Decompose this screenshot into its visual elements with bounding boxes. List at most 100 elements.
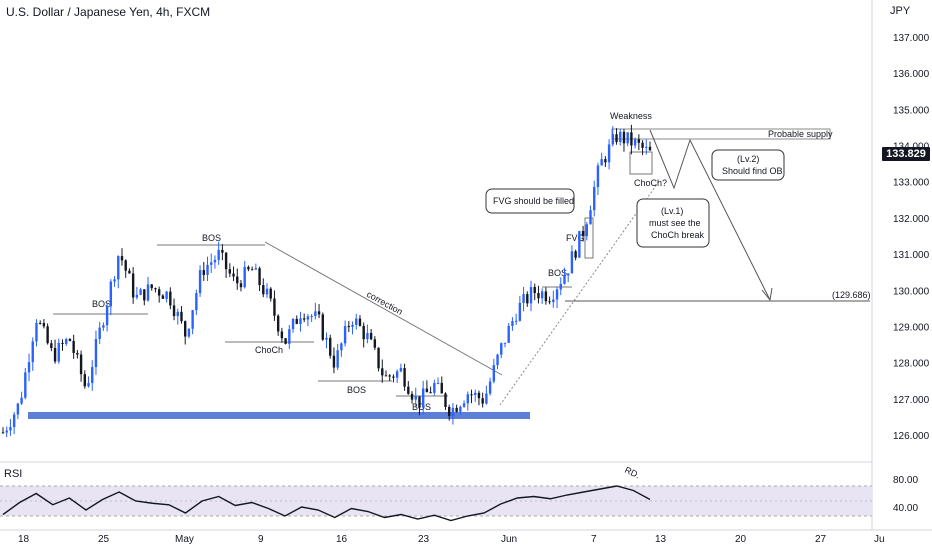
y-tick-label: 128.000: [893, 359, 930, 370]
candle-body: [139, 289, 142, 295]
y-tick-label: 126.000: [893, 431, 930, 442]
candle-body: [228, 269, 232, 274]
candle-body: [5, 430, 8, 433]
x-tick-label: May: [175, 534, 194, 545]
candle-body: [459, 406, 462, 412]
candle-body: [481, 398, 484, 404]
lv2-line-1: (Lv.2): [737, 154, 759, 164]
candle-body: [276, 315, 280, 332]
y-tick-label: 130.000: [893, 286, 930, 297]
candle-body: [135, 294, 139, 298]
candle-body: [243, 266, 246, 288]
candle-body: [146, 284, 150, 301]
candle-body: [503, 342, 507, 344]
candle-body: [53, 348, 57, 362]
candle-body: [399, 368, 403, 372]
candle-body: [593, 187, 596, 211]
candle-body: [206, 264, 209, 275]
candle-body: [395, 371, 399, 378]
candle-body: [511, 321, 514, 326]
choch-q-box: [629, 151, 653, 175]
x-tick-label: 23: [418, 534, 430, 545]
candle-body: [105, 306, 109, 326]
candle-body: [314, 311, 317, 317]
candle-body: [198, 270, 202, 294]
candle-body: [604, 159, 607, 163]
candle-body: [522, 294, 525, 303]
y-tick-label: 131.000: [893, 250, 930, 261]
candle-body: [373, 339, 377, 348]
candle-body: [563, 275, 566, 284]
candle-body: [566, 273, 570, 276]
candle-body: [24, 372, 27, 398]
candle-body: [477, 392, 481, 399]
candle-body: [403, 368, 406, 387]
candle-body: [262, 285, 265, 295]
rd-label: RD.: [623, 465, 641, 481]
candle-body: [589, 210, 592, 225]
weakness-label: Weakness: [610, 111, 652, 121]
candle-body: [355, 318, 358, 325]
candle-body: [421, 388, 425, 408]
candle-body: [552, 299, 555, 303]
candle-body: [500, 343, 503, 355]
candle-body: [191, 310, 194, 329]
candle-body: [232, 273, 235, 277]
candle-body: [526, 294, 529, 304]
candle-body: [630, 132, 633, 146]
choch-q-label: ChoCh?: [634, 178, 667, 188]
candle-body: [559, 283, 562, 290]
bos-label-5: BOS: [548, 268, 567, 278]
candle-body: [150, 284, 153, 289]
candle-body: [79, 354, 83, 375]
candle-body: [340, 343, 343, 351]
candle-body: [128, 270, 131, 274]
fvg-label: FVG: [566, 233, 585, 243]
candle-body: [94, 339, 98, 368]
candle-body: [46, 326, 49, 344]
candle-body: [288, 329, 291, 344]
candle-body: [161, 295, 165, 299]
candle-body: [455, 407, 458, 412]
x-tick-label: 16: [336, 534, 348, 545]
candle-body: [176, 311, 179, 317]
candle-body: [529, 287, 533, 304]
candle-body: [221, 249, 224, 253]
candle-body: [574, 251, 577, 258]
candle-body: [607, 144, 611, 163]
candle-body: [429, 392, 432, 394]
candle-body: [414, 396, 417, 400]
candle-body: [280, 331, 284, 339]
candle-body: [224, 252, 228, 270]
correction-label: correction: [365, 289, 404, 317]
candle-body: [83, 374, 87, 387]
candle-body: [619, 131, 622, 143]
candle-body: [537, 293, 540, 299]
candle-body: [50, 343, 53, 349]
candle-body: [600, 159, 603, 166]
bos-label-1: BOS: [92, 299, 111, 309]
fvg-box: [584, 217, 594, 259]
target-level-label: (129.686): [832, 290, 871, 300]
candle-body: [611, 134, 615, 145]
candle-body: [444, 393, 447, 407]
rsi-line: [2, 485, 651, 522]
lv1-callout: [636, 198, 710, 248]
y-tick-label: 129.000: [893, 322, 930, 333]
candle-body: [381, 368, 384, 376]
candle-body: [165, 291, 168, 299]
candle-body: [27, 362, 31, 373]
candle-body: [184, 321, 187, 337]
candle-body: [169, 291, 172, 306]
candle-body: [496, 354, 499, 366]
x-tick-label: 18: [18, 534, 30, 545]
candle-body: [16, 403, 20, 415]
projection-arrowhead: [761, 287, 773, 302]
candle-body: [425, 388, 429, 393]
candle-body: [648, 146, 652, 151]
candle-body: [299, 318, 302, 324]
candle-body: [392, 376, 395, 378]
lv1-line-1: (Lv.1): [661, 206, 683, 216]
candle-body: [388, 375, 391, 377]
